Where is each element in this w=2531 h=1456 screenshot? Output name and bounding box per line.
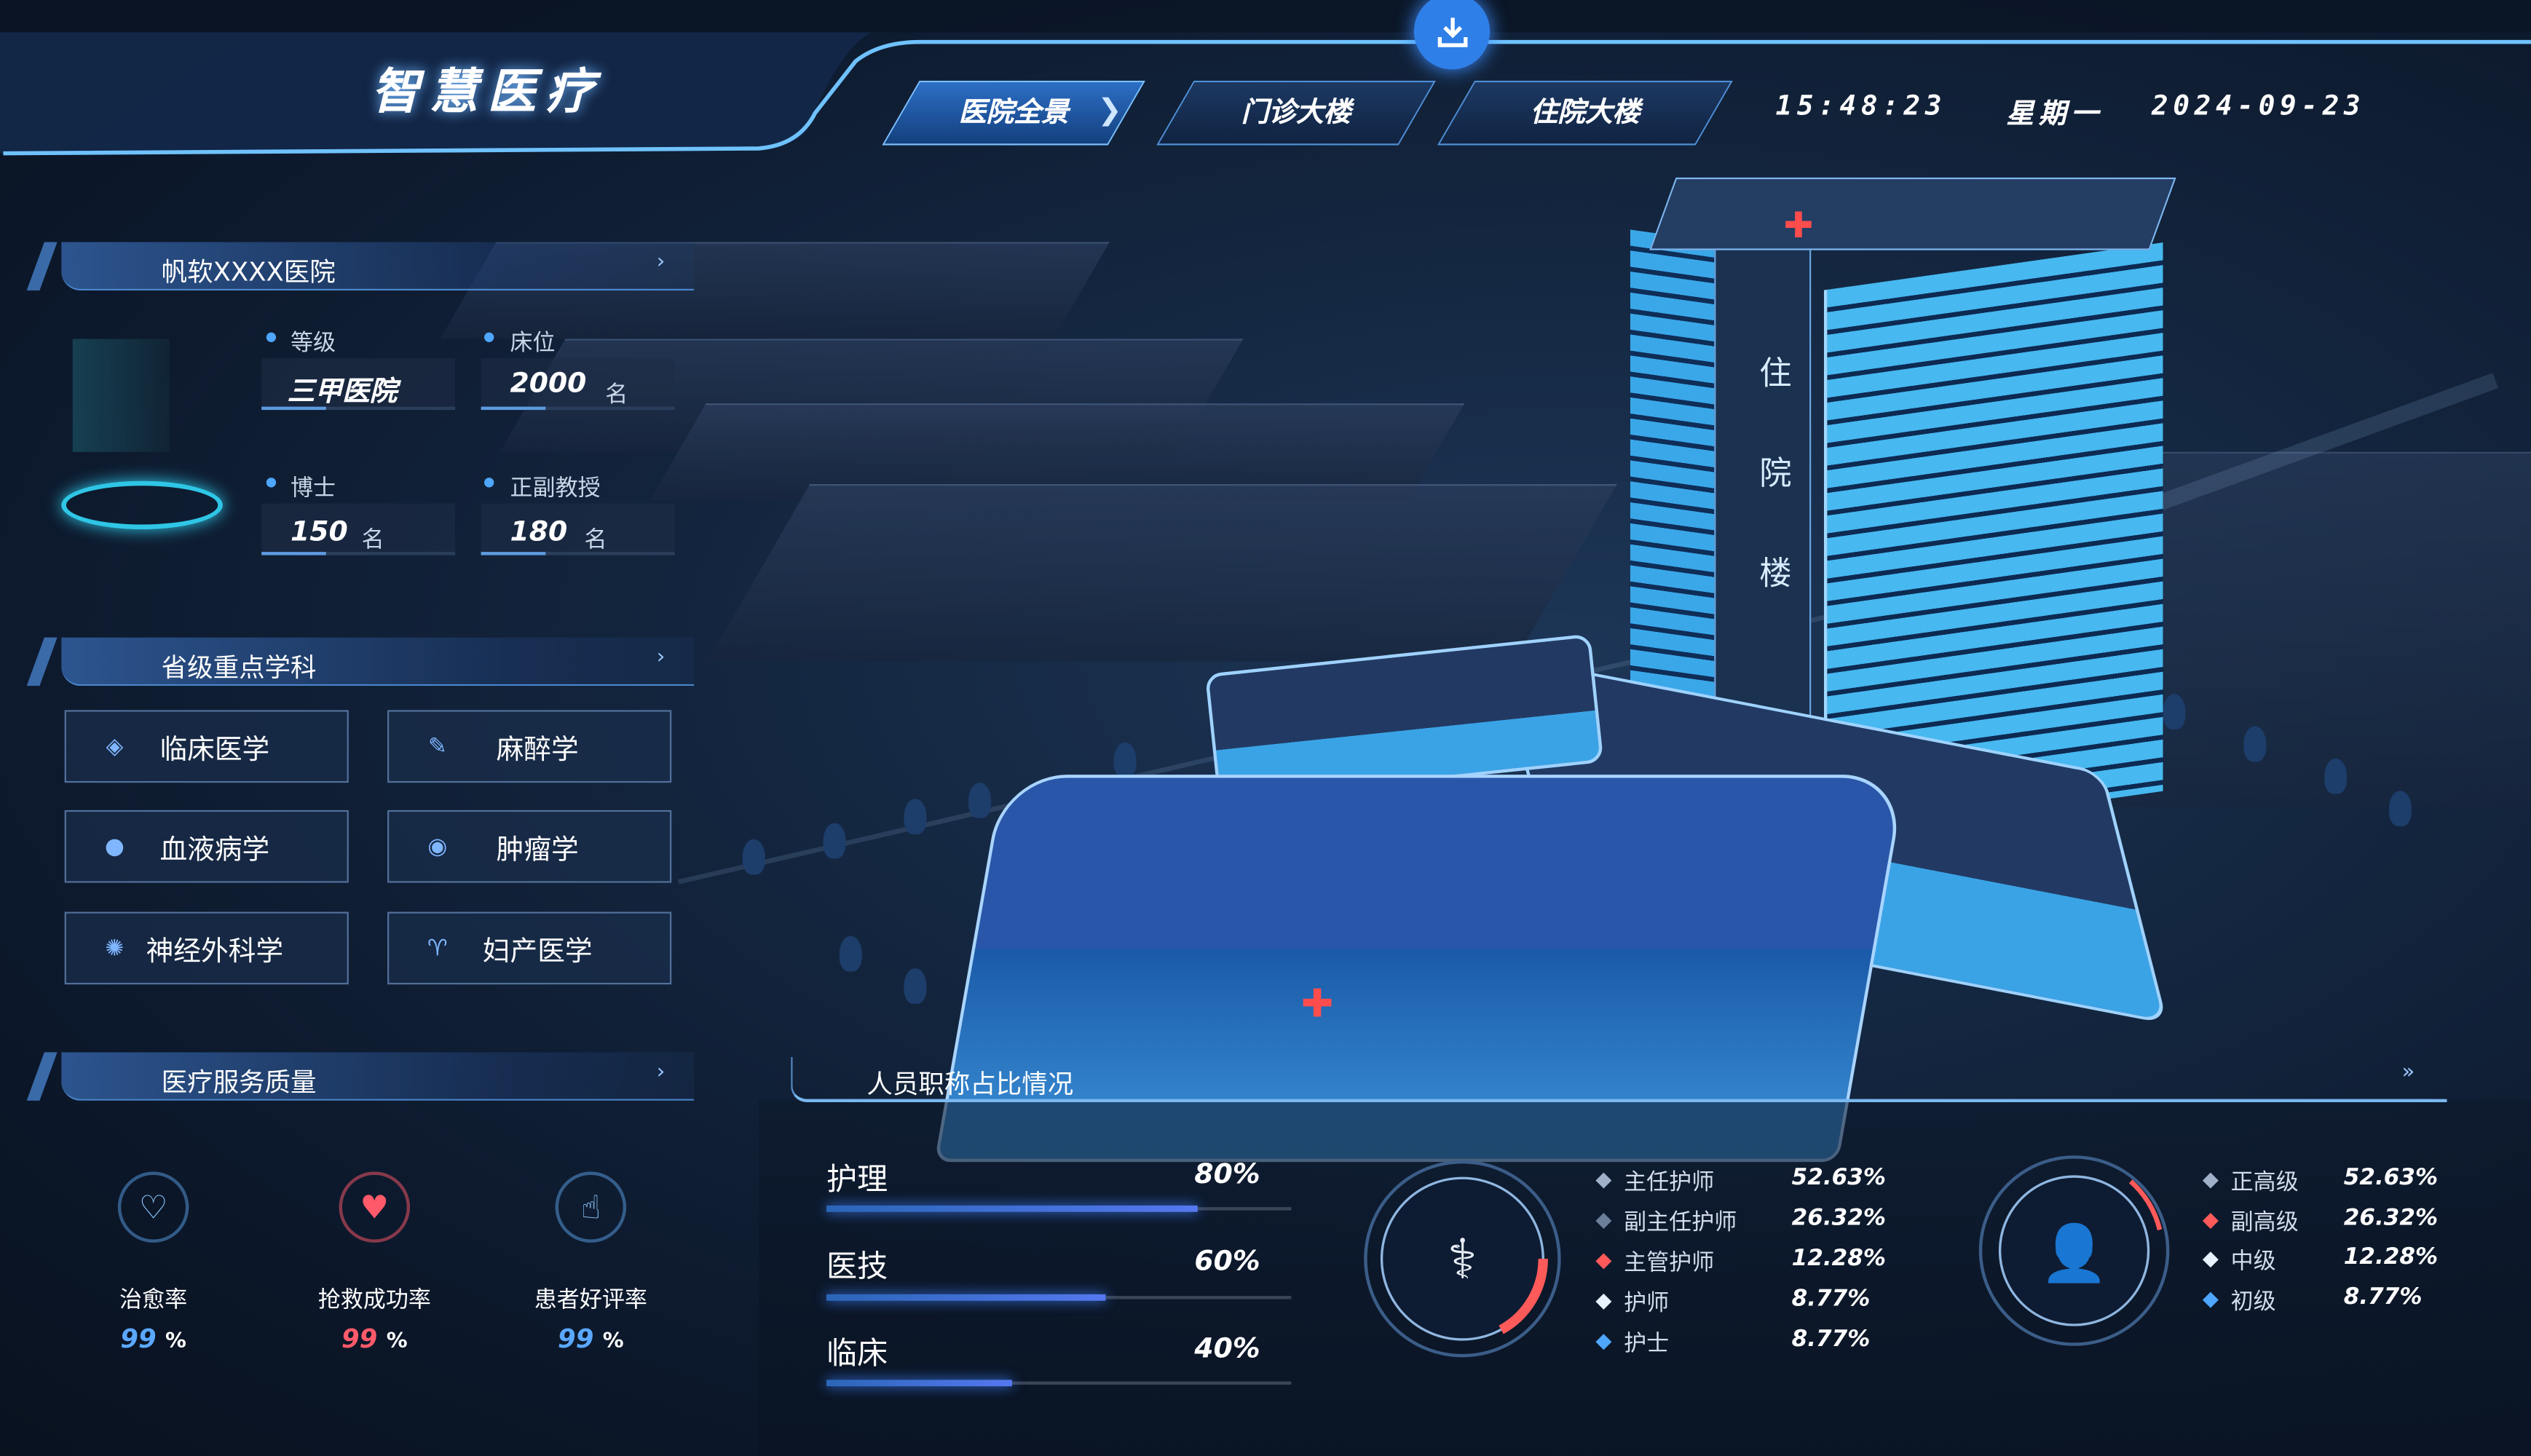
legend-value: 12.28% <box>2343 1244 2439 1270</box>
blood-drop-icon: ● <box>104 833 125 860</box>
legend-label: 主管护师 <box>1624 1251 1715 1277</box>
nurse-icon: ⚕ <box>1448 1227 1477 1291</box>
doctor-icon: 👤 <box>2040 1221 2109 1285</box>
hospital-name: 帆软XXXX医院 <box>161 256 336 288</box>
bar-value: 40% <box>1194 1333 1260 1366</box>
clock-time: 15:48:23 <box>1775 90 1947 123</box>
stat-label: 等级 <box>291 331 336 357</box>
clock-weekday: 星期一 <box>2006 98 2104 131</box>
stat-value: 150 <box>291 516 348 549</box>
thumbs-up-icon: ☝ <box>555 1171 627 1243</box>
app-title: 智慧医疗 <box>371 64 604 122</box>
legend-label: 主任护师 <box>1624 1170 1715 1196</box>
bar-label: 护理 <box>826 1162 888 1198</box>
heart-icon: ♡ <box>117 1171 189 1243</box>
legend-label: 副主任护师 <box>1624 1210 1737 1237</box>
heartbeat-icon: ♥ <box>339 1171 411 1243</box>
legend-label: 初级 <box>2230 1289 2276 1315</box>
quality-label: 治愈率 <box>119 1288 188 1314</box>
legend-label: 副高级 <box>2230 1209 2299 1235</box>
stat-label: 正副教授 <box>510 475 601 502</box>
discipline-oncology[interactable]: ◉ 肿瘤学 <box>387 810 672 883</box>
syringe-icon: ✎ <box>427 733 447 760</box>
legend-value: 52.63% <box>1791 1165 1886 1191</box>
staff-panel-title: 人员职称占比情况 <box>866 1068 1074 1099</box>
disciplines-panel-header[interactable]: 省级重点学科 › <box>26 637 695 687</box>
hospital-emblem <box>61 480 223 530</box>
staff-panel-header[interactable]: 人员职称占比情况 » <box>791 1057 2447 1103</box>
legend-label: 护士 <box>1624 1331 1670 1358</box>
legend-label: 护师 <box>1624 1291 1670 1317</box>
bar-label: 临床 <box>826 1336 888 1372</box>
quality-panel-header[interactable]: 医疗服务质量 › <box>26 1052 695 1101</box>
stat-value: 三甲医院 <box>287 376 398 408</box>
inpatient-tower[interactable]: ✚ 住院楼 <box>1630 177 2176 839</box>
discipline-anesthesiology[interactable]: ✎ 麻醉学 <box>387 710 672 783</box>
red-cross-icon: ✚ <box>1783 206 1814 248</box>
quality-value: 99 % <box>558 1323 624 1354</box>
legend-value: 8.77% <box>1791 1326 1871 1353</box>
uterus-icon: ♈ <box>427 935 448 962</box>
progress-nursing <box>826 1205 1292 1212</box>
clock-date: 2024-09-23 <box>2151 90 2366 123</box>
tab-inpatient[interactable]: 住院大楼 <box>1437 80 1733 146</box>
legend-value: 26.32% <box>2343 1204 2439 1231</box>
legend-value: 8.77% <box>2343 1283 2423 1310</box>
chevron-right-icon: » <box>2401 1060 2415 1085</box>
hospital-panel-header[interactable]: 帆软XXXX医院 › <box>26 242 695 291</box>
stat-label: 博士 <box>291 475 336 502</box>
stat-value: 180 <box>510 516 568 549</box>
download-button[interactable] <box>1413 0 1490 70</box>
legend-value: 12.28% <box>1791 1246 1886 1272</box>
cell-icon: ◉ <box>427 833 448 860</box>
hospital-thumbnail <box>72 339 170 452</box>
download-icon <box>1437 17 1467 47</box>
nurse-ring-chart: ⚕ <box>1364 1160 1561 1358</box>
progress-clinical <box>826 1380 1292 1387</box>
header-frame <box>0 0 2531 156</box>
legend-value: 52.63% <box>2343 1165 2439 1191</box>
discipline-clinical-medicine[interactable]: ◈ 临床医学 <box>64 710 349 783</box>
discipline-neurosurgery[interactable]: ✺ 神经外科学 <box>64 911 349 985</box>
chevron-right-icon: › <box>656 1060 666 1085</box>
bar-value: 60% <box>1194 1246 1260 1278</box>
quality-label: 抢救成功率 <box>317 1288 431 1314</box>
red-cross-icon: ✚ <box>1300 981 1334 1026</box>
legend-label: 正高级 <box>2230 1170 2299 1196</box>
discipline-hematology[interactable]: ● 血液病学 <box>64 810 349 883</box>
chevron-right-icon: › <box>656 250 666 274</box>
staff-panel-bg <box>758 1100 2531 1456</box>
legend-label: 中级 <box>2230 1249 2276 1275</box>
quality-label: 患者好评率 <box>534 1288 647 1314</box>
chevron-right-icon: ❯ <box>1097 93 1122 128</box>
brain-icon: ✺ <box>105 935 125 962</box>
cross-diamond-icon: ◈ <box>106 733 124 760</box>
legend-value: 8.77% <box>1791 1286 1871 1313</box>
bar-value: 80% <box>1194 1158 1260 1191</box>
building-label: 住院楼 <box>1759 353 1792 593</box>
quality-value: 99 % <box>341 1323 408 1354</box>
tab-outpatient[interactable]: 门诊大楼 <box>1156 80 1436 146</box>
progress-medtech <box>826 1294 1292 1301</box>
bar-label: 医技 <box>826 1249 888 1285</box>
legend-value: 26.32% <box>1791 1205 1886 1232</box>
quality-value: 99 % <box>120 1323 186 1354</box>
title-ring-chart: 👤 <box>1978 1155 2170 1346</box>
chevron-right-icon: › <box>656 645 666 670</box>
discipline-obstetrics[interactable]: ♈ 妇产医学 <box>387 911 672 985</box>
stat-label: 床位 <box>510 331 556 357</box>
header: 智慧医疗 医院全景 ❯ 门诊大楼 住院大楼 15:48:23 星期一 2024-… <box>0 0 2531 162</box>
stat-value: 2000 <box>510 368 587 400</box>
